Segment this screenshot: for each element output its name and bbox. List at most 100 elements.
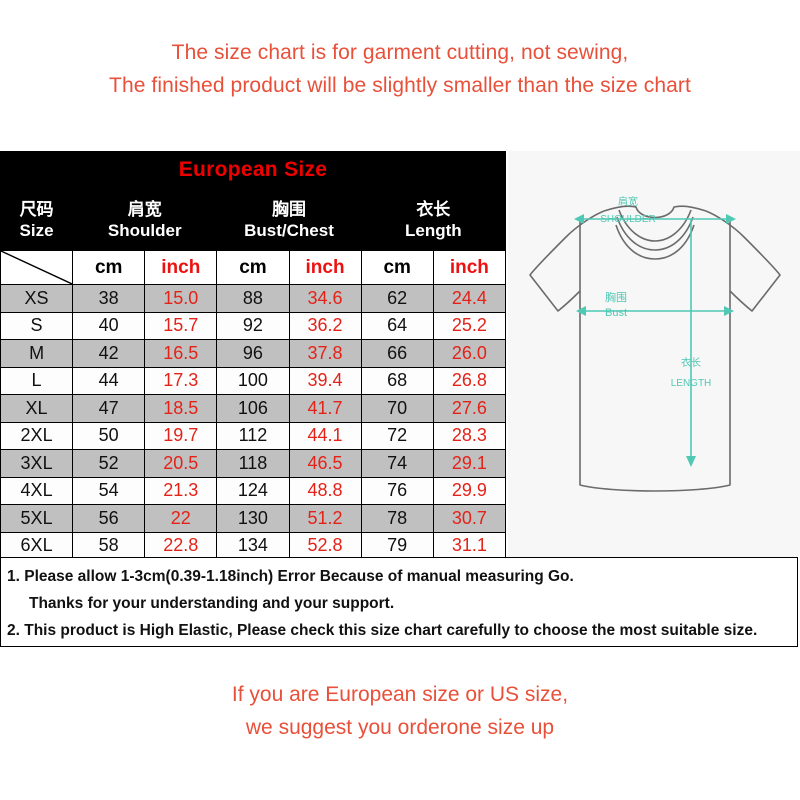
cell-length_in: 26.8 [432,366,507,395]
cell-bust_cm: 88 [216,284,290,313]
cell-shoulder_in: 18.5 [144,394,218,423]
cell-bust_cm: 92 [216,311,290,340]
header-bust-cn: 胸围 [272,199,306,219]
header-shoulder-en: Shoulder [107,220,182,240]
cell-bust_in: 44.1 [288,421,362,450]
cell-shoulder_cm: 58 [72,531,146,560]
cell-length_in: 28.3 [432,421,507,450]
size-table: European Size 尺码 Size 肩宽 Shoulder 胸围 Bus… [0,151,507,560]
cell-bust_cm: 112 [216,421,290,450]
cell-shoulder_in: 21.3 [144,476,218,505]
measurement-labels: 肩宽 SHOULDER 胸围 Bust 衣长 LENGTH [600,195,711,389]
header-length: 衣长 Length [360,188,507,251]
header-bust-en: Bust/Chest [244,220,334,240]
diagonal-slash-icon [1,251,72,284]
chart-band: European Size 尺码 Size 肩宽 Shoulder 胸围 Bus… [0,151,800,560]
label-length-cn: 衣长 [681,356,701,369]
unit-length-cm: cm [360,250,434,285]
label-length-en: LENGTH [671,378,712,389]
cell-shoulder_cm: 56 [72,504,146,533]
unit-length-inch: inch [432,250,507,285]
cell-size: 4XL [0,476,74,505]
table-row: XL 47 18.5 106 41.7 70 27.6 [0,394,507,423]
header-length-cn: 衣长 [416,199,451,219]
note-line-1: 1. Please allow 1-3cm(0.39-1.18inch) Err… [7,568,574,585]
unit-shoulder-cm: cm [72,250,146,285]
note-line-2: Thanks for your understanding and your s… [29,595,395,612]
header-shoulder-cn: 肩宽 [127,199,162,219]
cell-shoulder_cm: 38 [72,284,146,313]
note-line-3: 2. This product is High Elastic, Please … [7,622,758,639]
table-title-row: European Size [0,151,506,189]
cell-shoulder_cm: 44 [72,366,146,395]
header-bust: 胸围 Bust/Chest [216,188,362,251]
label-bust-en: Bust [605,307,627,319]
measurement-guides-icon [576,218,734,463]
cell-bust_in: 41.7 [288,394,362,423]
cell-length_in: 25.2 [432,311,507,340]
cell-shoulder_in: 20.5 [144,449,218,478]
cell-size: XL [0,394,74,423]
table-row: XS 38 15.0 88 34.6 62 24.4 [0,284,507,313]
cell-shoulder_cm: 54 [72,476,146,505]
cell-length_in: 27.6 [432,394,507,423]
cell-length_in: 31.1 [432,531,507,560]
cell-bust_cm: 130 [216,504,290,533]
table-title: European Size [0,151,506,189]
cell-length_cm: 76 [360,476,434,505]
cell-bust_in: 51.2 [288,504,362,533]
cell-length_cm: 68 [360,366,434,395]
cell-size: XS [0,284,74,313]
bottom-notice: If you are European size or US size, we … [0,678,800,744]
header-length-en: Length [404,220,462,240]
cell-length_cm: 64 [360,311,434,340]
cell-length_cm: 70 [360,394,434,423]
cell-shoulder_in: 19.7 [144,421,218,450]
label-bust-cn: 胸围 [605,290,627,304]
bottom-notice-line-2: we suggest you orderone size up [245,716,555,739]
cell-bust_in: 37.8 [288,339,362,368]
tshirt-diagram-panel: 肩宽 SHOULDER 胸围 Bust 衣长 LENGTH [506,151,800,557]
cell-shoulder_in: 22.8 [144,531,218,560]
table-row: 2XL 50 19.7 112 44.1 72 28.3 [0,421,507,450]
table-unit-row: cm inch cm inch cm inch [0,250,507,285]
cell-length_cm: 78 [360,504,434,533]
cell-length_in: 24.4 [432,284,507,313]
cell-bust_cm: 124 [216,476,290,505]
cell-length_in: 26.0 [432,339,507,368]
cell-size: M [0,339,74,368]
cell-size: S [0,311,74,340]
cell-length_cm: 62 [360,284,434,313]
table-row: 3XL 52 20.5 118 46.5 74 29.1 [0,449,507,478]
label-shoulder-cn: 肩宽 [618,195,638,208]
cell-length_in: 30.7 [432,504,507,533]
cell-shoulder_cm: 47 [72,394,146,423]
cell-shoulder_cm: 42 [72,339,146,368]
cell-shoulder_cm: 50 [72,421,146,450]
cell-length_in: 29.9 [432,476,507,505]
cell-shoulder_in: 16.5 [144,339,218,368]
cell-bust_in: 48.8 [288,476,362,505]
table-row: 4XL 54 21.3 124 48.8 76 29.9 [0,476,507,505]
notes-box: 1. Please allow 1-3cm(0.39-1.18inch) Err… [0,557,798,647]
cell-length_in: 29.1 [432,449,507,478]
cell-bust_in: 46.5 [288,449,362,478]
cell-shoulder_in: 22 [144,504,218,533]
cell-size: 5XL [0,504,74,533]
top-notice-line-2: The finished product will be slightly sm… [109,74,691,97]
cell-bust_cm: 134 [216,531,290,560]
cell-bust_cm: 106 [216,394,290,423]
tshirt-outline-icon [529,205,781,492]
cell-length_cm: 72 [360,421,434,450]
header-size-cn: 尺码 [19,199,54,219]
header-size-en: Size [19,220,54,240]
cell-bust_cm: 100 [216,366,290,395]
measurement-arrowheads-icon [574,214,736,467]
label-shoulder-en: SHOULDER [600,214,656,225]
table-row: L 44 17.3 100 39.4 68 26.8 [0,366,507,395]
cell-bust_cm: 96 [216,339,290,368]
cell-bust_in: 36.2 [288,311,362,340]
unit-bust-cm: cm [216,250,290,285]
cell-size: L [0,366,74,395]
